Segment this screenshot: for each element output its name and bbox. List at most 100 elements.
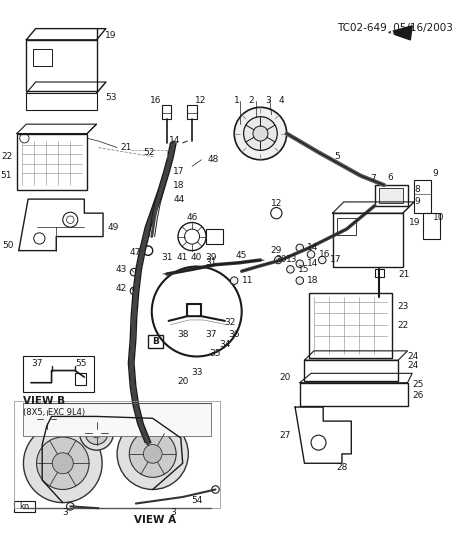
Circle shape <box>152 266 242 356</box>
Circle shape <box>43 415 51 423</box>
Bar <box>375 185 408 206</box>
Circle shape <box>319 256 326 264</box>
Circle shape <box>143 246 153 255</box>
Circle shape <box>130 269 138 276</box>
Text: 30: 30 <box>275 256 287 264</box>
Text: 14: 14 <box>169 136 181 145</box>
Text: 25: 25 <box>412 380 424 389</box>
Circle shape <box>274 256 282 264</box>
Text: 36: 36 <box>228 330 240 339</box>
Bar <box>23 403 211 436</box>
Polygon shape <box>389 26 412 40</box>
Circle shape <box>244 117 277 151</box>
Bar <box>23 356 94 392</box>
Bar <box>333 213 403 267</box>
Circle shape <box>92 429 101 438</box>
Text: B: B <box>152 337 159 346</box>
Circle shape <box>296 244 303 251</box>
Text: TC02-649  05/16/2003: TC02-649 05/16/2003 <box>337 23 453 33</box>
Bar <box>379 188 403 203</box>
Text: 45: 45 <box>236 251 247 260</box>
Bar <box>337 218 356 235</box>
Text: 23: 23 <box>397 302 409 311</box>
Text: 49: 49 <box>108 223 119 232</box>
Text: 16: 16 <box>150 96 161 105</box>
Text: 24: 24 <box>408 361 419 370</box>
Text: 20: 20 <box>279 373 291 382</box>
Bar <box>148 335 163 348</box>
Bar <box>75 374 86 384</box>
Text: 32: 32 <box>224 318 235 327</box>
Text: 17: 17 <box>330 256 341 264</box>
Bar <box>423 213 440 240</box>
Text: 3: 3 <box>265 96 271 105</box>
Circle shape <box>212 486 219 493</box>
Circle shape <box>33 405 61 433</box>
Text: 3: 3 <box>171 509 176 517</box>
Text: 48: 48 <box>208 155 219 164</box>
Circle shape <box>85 422 108 444</box>
Circle shape <box>253 126 268 141</box>
Text: 54: 54 <box>191 496 202 505</box>
Text: 37: 37 <box>32 360 43 368</box>
Circle shape <box>271 207 282 219</box>
Circle shape <box>130 287 138 295</box>
Text: 5: 5 <box>334 152 340 161</box>
Text: kn: kn <box>19 502 29 511</box>
Text: 29: 29 <box>271 246 282 255</box>
Text: 34: 34 <box>219 340 230 349</box>
Text: 16: 16 <box>319 250 330 259</box>
Text: 38: 38 <box>177 330 189 339</box>
Text: 44: 44 <box>173 195 184 204</box>
Text: 15: 15 <box>298 265 310 274</box>
Text: 12: 12 <box>195 96 206 105</box>
Text: 4: 4 <box>278 96 284 105</box>
Text: 14: 14 <box>307 243 319 252</box>
Text: 21: 21 <box>121 143 132 152</box>
Text: 11: 11 <box>242 276 253 285</box>
Text: 33: 33 <box>191 368 202 377</box>
Circle shape <box>66 503 74 510</box>
Bar <box>26 40 97 91</box>
Circle shape <box>287 266 294 273</box>
Text: 47: 47 <box>129 248 140 257</box>
Text: 19: 19 <box>105 31 117 40</box>
Bar <box>17 133 87 190</box>
Text: 8: 8 <box>414 185 420 194</box>
Text: 22: 22 <box>397 321 409 330</box>
Text: 9: 9 <box>433 169 438 178</box>
Text: 35: 35 <box>210 349 221 358</box>
Text: 31: 31 <box>205 258 217 267</box>
Text: 37: 37 <box>205 330 217 339</box>
Bar <box>375 270 384 277</box>
Bar <box>33 49 52 66</box>
Text: 20: 20 <box>177 377 188 386</box>
Bar <box>26 93 97 110</box>
Circle shape <box>37 410 56 429</box>
Circle shape <box>23 424 102 503</box>
Circle shape <box>234 107 287 160</box>
Text: 26: 26 <box>412 391 424 400</box>
Circle shape <box>296 277 303 285</box>
Text: 50: 50 <box>2 241 14 250</box>
Text: 53: 53 <box>105 93 117 102</box>
Bar <box>304 360 398 381</box>
Text: 10: 10 <box>433 213 444 222</box>
Bar <box>14 501 35 512</box>
Text: 21: 21 <box>398 270 410 279</box>
Bar <box>206 229 223 244</box>
Text: 52: 52 <box>143 148 155 157</box>
Bar <box>300 383 408 406</box>
Text: 2: 2 <box>248 96 254 105</box>
Text: 1: 1 <box>234 96 240 105</box>
Text: 31: 31 <box>161 252 173 262</box>
Text: 7: 7 <box>370 174 376 183</box>
Text: 51: 51 <box>0 171 12 180</box>
Text: 14: 14 <box>307 259 319 268</box>
Text: 55: 55 <box>76 360 87 368</box>
Text: 18: 18 <box>173 181 185 190</box>
Bar <box>187 106 197 120</box>
Text: 6: 6 <box>388 173 393 182</box>
Circle shape <box>80 416 113 450</box>
Circle shape <box>129 430 176 478</box>
